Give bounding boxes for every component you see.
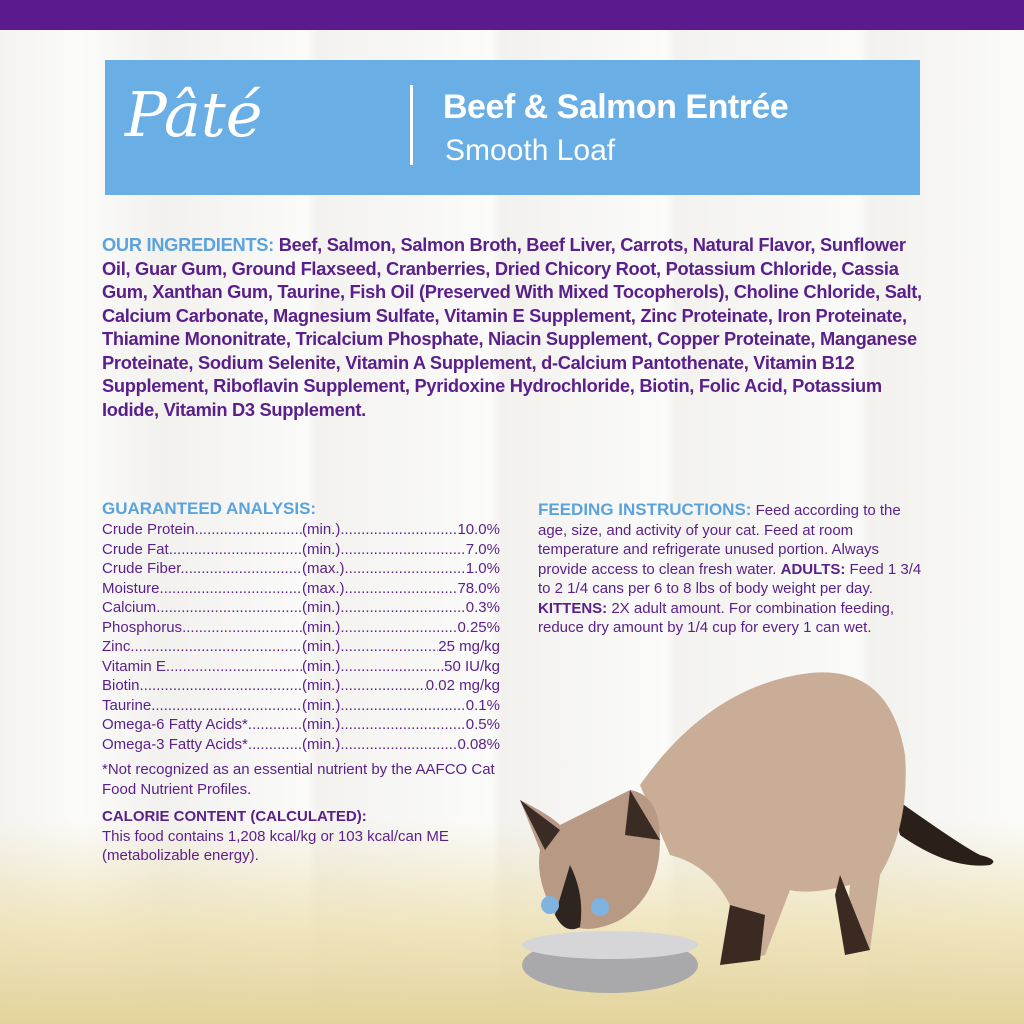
ingredients-text: Beef, Salmon, Salmon Broth, Beef Liver, … [102, 234, 922, 420]
nutrient-value: 10.0% [457, 521, 500, 538]
ingredients: OUR INGREDIENTS: Beef, Salmon, Salmon Br… [102, 233, 922, 421]
nutrient-name: Moisture [102, 579, 302, 599]
nutrient-name: Biotin [102, 676, 302, 696]
dot-leader [340, 696, 465, 716]
dot-leader [345, 559, 466, 579]
nutrient-value: 78.0% [457, 579, 500, 597]
nutrient-name: Zinc [102, 637, 302, 657]
analysis-row: Crude Protein(min.) 10.0% [102, 520, 500, 540]
dot-leader [340, 540, 465, 560]
analysis-row: Zinc(min.) 25 mg/kg [102, 637, 500, 657]
nutrient-name: Phosphorus [102, 618, 302, 638]
nutrient-value: 0.08% [457, 735, 500, 753]
dot-leader [340, 618, 457, 638]
product-title: Beef & Salmon Entrée [443, 88, 789, 126]
dot-leader [340, 520, 457, 540]
cat-eating-image [520, 672, 994, 993]
nutrient-name: Omega-6 Fatty Acids* [102, 715, 302, 735]
analysis-row: Phosphorus(min.) 0.25% [102, 618, 500, 638]
divider [410, 85, 413, 165]
nutrient-name: Omega-3 Fatty Acids* [102, 735, 302, 755]
analysis-row: Omega-3 Fatty Acids*(min.) 0.08% [102, 735, 500, 755]
nutrient-qualifier: (min.) [302, 716, 341, 733]
kittens-text: 2X adult amount. For combination feeding… [538, 599, 895, 637]
nutrient-name: Crude Fiber [102, 559, 302, 579]
nutrient-name: Crude Protein [102, 520, 302, 540]
analysis-row: Moisture(max.) 78.0% [102, 579, 500, 599]
dot-leader [340, 715, 465, 735]
analysis-row: Calcium(min.) 0.3% [102, 598, 500, 618]
dot-leader [340, 657, 444, 677]
nutrient-qualifier: (min.) [302, 618, 341, 636]
feeding-heading: FEEDING INSTRUCTIONS: [538, 500, 752, 519]
dot-leader [345, 579, 458, 599]
feeding-text: Feed according to the age, size, and act… [538, 502, 901, 578]
nutrient-qualifier: (min.) [302, 677, 341, 694]
nutrient-name: Crude Fat [102, 540, 302, 560]
calorie-heading: CALORIE CONTENT (CALCULATED): [102, 808, 367, 825]
feeding-instructions: FEEDING INSTRUCTIONS: Feed according to … [538, 500, 930, 638]
nutrient-name: Calcium [102, 598, 302, 618]
nutrient-value: 0.5% [465, 716, 500, 733]
nutrient-value: 0.25% [457, 618, 500, 636]
nutrient-qualifier: (max.) [302, 579, 345, 597]
analysis-row: Taurine(min.) 0.1% [102, 696, 500, 716]
guaranteed-analysis: GUARANTEED ANALYSIS: Crude Protein(min.)… [102, 498, 500, 866]
analysis-row: Crude Fiber(max.) 1.0% [102, 559, 500, 579]
nutrient-qualifier: (min.) [302, 599, 341, 616]
ingredients-heading: OUR INGREDIENTS: [102, 234, 274, 255]
nutrient-value: 0.1% [465, 696, 500, 714]
dot-leader [340, 735, 457, 755]
nutrient-qualifier: (min.) [302, 735, 341, 753]
kittens-label: KITTENS: [538, 599, 608, 617]
nutrient-name: Vitamin E [102, 657, 302, 677]
nutrient-name: Taurine [102, 696, 302, 716]
nutrient-value: 0.3% [465, 599, 500, 616]
nutrient-qualifier: (min.) [302, 696, 341, 714]
analysis-row: Omega-6 Fatty Acids*(min.) 0.5% [102, 715, 500, 735]
nutrient-qualifier: (min.) [302, 657, 341, 675]
nutrient-qualifier: (min.) [302, 521, 341, 538]
calorie-text: This food contains 1,208 kcal/kg or 103 … [102, 827, 449, 865]
nutrient-qualifier: (min.) [302, 638, 341, 655]
nutrient-value: 25 mg/kg [438, 638, 500, 655]
product-subtitle: Smooth Loaf [445, 134, 616, 167]
analysis-row: Vitamin E(min.) 50 IU/kg [102, 657, 500, 677]
adults-text: Feed 1 3/4 to 2 1/4 cans per 6 to 8 lbs … [538, 560, 922, 598]
nutrient-value: 1.0% [465, 560, 500, 577]
adults-label: ADULTS: [780, 560, 846, 578]
analysis-row: Biotin(min.) 0.02 mg/kg [102, 676, 500, 696]
nutrient-value: 0.02 mg/kg [425, 677, 500, 694]
dot-leader [340, 598, 465, 618]
top-bar [0, 0, 1024, 30]
analysis-row: Crude Fat(min.) 7.0% [102, 540, 500, 560]
dot-leader [340, 637, 438, 657]
nutrient-value: 7.0% [465, 540, 500, 558]
dot-leader [340, 676, 425, 696]
analysis-footnote: *Not recognized as an essential nutrient… [102, 761, 495, 798]
analysis-heading: GUARANTEED ANALYSIS: [102, 499, 317, 518]
nutrient-qualifier: (min.) [302, 540, 341, 558]
pate-label: Pâté [125, 78, 263, 151]
nutrient-value: 50 IU/kg [444, 657, 500, 675]
product-banner: Beef & Salmon Entrée Smooth Loaf [105, 60, 920, 195]
nutrient-qualifier: (max.) [302, 560, 345, 577]
